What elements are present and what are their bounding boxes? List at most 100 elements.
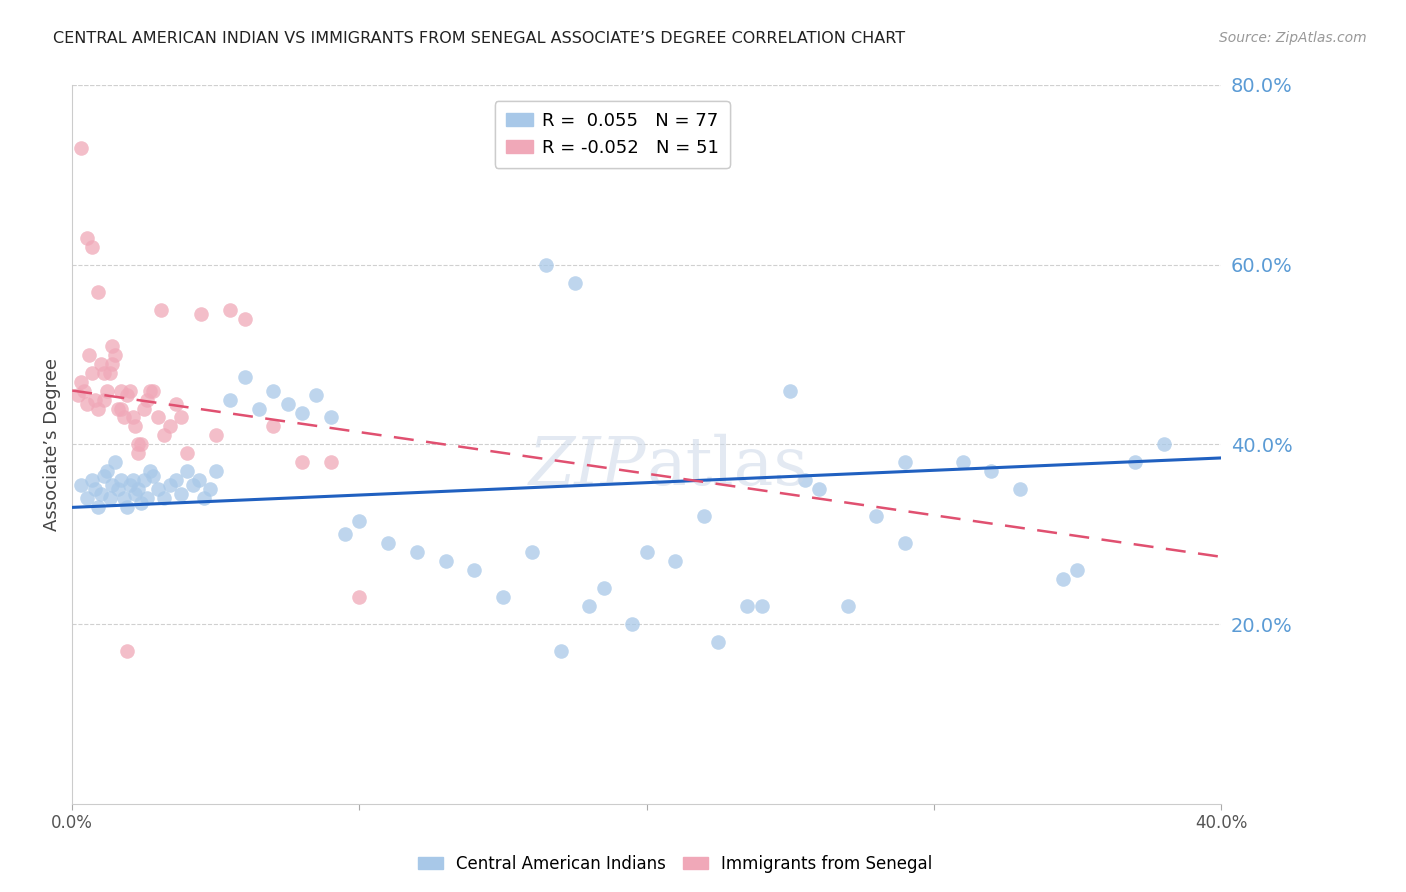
- Point: [1153, 437, 1175, 451]
- Point: [82, 240, 104, 254]
- Point: [139, 384, 162, 398]
- Point: [377, 536, 399, 550]
- Point: [247, 401, 270, 416]
- Point: [104, 348, 127, 362]
- Point: [349, 591, 371, 605]
- Point: [952, 455, 974, 469]
- Point: [198, 483, 221, 497]
- Point: [112, 491, 135, 506]
- Point: [181, 478, 204, 492]
- Point: [132, 401, 155, 416]
- Point: [219, 392, 242, 407]
- Point: [193, 491, 215, 506]
- Point: [187, 474, 209, 488]
- Point: [110, 384, 132, 398]
- Point: [110, 474, 132, 488]
- Point: [98, 491, 121, 506]
- Point: [205, 465, 228, 479]
- Point: [66, 388, 89, 402]
- Point: [132, 474, 155, 488]
- Point: [76, 397, 98, 411]
- Text: Source: ZipAtlas.com: Source: ZipAtlas.com: [1219, 31, 1367, 45]
- Point: [159, 478, 181, 492]
- Point: [121, 474, 143, 488]
- Point: [129, 496, 152, 510]
- Point: [1052, 572, 1074, 586]
- Point: [165, 474, 187, 488]
- Point: [262, 384, 284, 398]
- Point: [865, 509, 887, 524]
- Point: [70, 141, 93, 155]
- Point: [277, 397, 299, 411]
- Point: [84, 392, 107, 407]
- Point: [735, 599, 758, 614]
- Point: [291, 406, 314, 420]
- Point: [73, 384, 96, 398]
- Point: [153, 428, 176, 442]
- Point: [1123, 455, 1146, 469]
- Point: [112, 410, 135, 425]
- Point: [93, 366, 115, 380]
- Point: [135, 491, 157, 506]
- Point: [101, 357, 124, 371]
- Point: [837, 599, 859, 614]
- Point: [319, 455, 342, 469]
- Point: [90, 487, 112, 501]
- Point: [70, 375, 93, 389]
- Point: [87, 401, 110, 416]
- Point: [808, 483, 831, 497]
- Point: [127, 437, 149, 451]
- Point: [153, 491, 176, 506]
- Point: [333, 527, 356, 541]
- Point: [70, 478, 93, 492]
- Point: [564, 276, 586, 290]
- Point: [707, 635, 730, 649]
- Point: [578, 599, 600, 614]
- Point: [87, 285, 110, 299]
- Point: [291, 455, 314, 469]
- Point: [894, 455, 917, 469]
- Point: [96, 384, 118, 398]
- Point: [693, 509, 716, 524]
- Point: [124, 487, 146, 501]
- Point: [319, 410, 342, 425]
- Point: [1066, 563, 1088, 577]
- Point: [142, 384, 165, 398]
- Point: [82, 474, 104, 488]
- Text: CENTRAL AMERICAN INDIAN VS IMMIGRANTS FROM SENEGAL ASSOCIATE’S DEGREE CORRELATIO: CENTRAL AMERICAN INDIAN VS IMMIGRANTS FR…: [53, 31, 905, 46]
- Text: ZIP: ZIP: [529, 434, 647, 499]
- Point: [118, 384, 141, 398]
- Point: [96, 465, 118, 479]
- Point: [107, 483, 129, 497]
- Point: [406, 545, 429, 559]
- Point: [305, 388, 328, 402]
- Point: [76, 231, 98, 245]
- Point: [793, 474, 815, 488]
- Point: [349, 514, 371, 528]
- Point: [159, 419, 181, 434]
- Point: [233, 370, 256, 384]
- Point: [550, 644, 572, 658]
- Point: [262, 419, 284, 434]
- Point: [150, 302, 173, 317]
- Point: [176, 465, 198, 479]
- Point: [84, 483, 107, 497]
- Point: [148, 410, 170, 425]
- Point: [90, 357, 112, 371]
- Point: [93, 469, 115, 483]
- Point: [79, 348, 101, 362]
- Point: [107, 401, 129, 416]
- Point: [219, 302, 242, 317]
- Point: [118, 478, 141, 492]
- Point: [434, 554, 457, 568]
- Point: [82, 366, 104, 380]
- Point: [463, 563, 485, 577]
- Point: [520, 545, 543, 559]
- Point: [165, 397, 187, 411]
- Point: [779, 384, 801, 398]
- Point: [129, 437, 152, 451]
- Legend: Central American Indians, Immigrants from Senegal: Central American Indians, Immigrants fro…: [411, 848, 939, 880]
- Point: [76, 491, 98, 506]
- Point: [127, 483, 149, 497]
- Point: [101, 338, 124, 352]
